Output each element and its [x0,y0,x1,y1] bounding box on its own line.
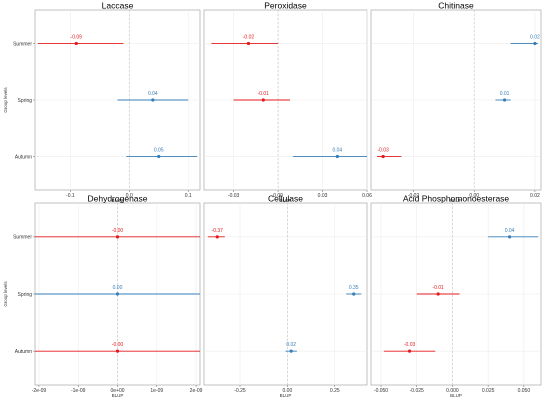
value-label: -0.02 [243,34,255,40]
point-estimate [407,349,412,353]
x-axis-label: BLUP [450,198,462,203]
panel-title: Cellulase [268,194,303,204]
value-label: 0.02 [530,34,540,40]
x-tick-label: 0.00 [283,388,293,394]
x-tick-label: -0.03 [228,193,240,199]
value-label: -0.03 [404,342,416,348]
value-label: 0.05 [154,148,164,154]
point-estimate [533,41,537,46]
point-estimate [289,349,293,353]
value-label: -0.03 [377,148,389,154]
panel-title: Peroxidase [264,1,307,11]
y-axis-label: Group levels [3,87,8,113]
point-estimate [115,235,120,239]
value-label: 0.02 [286,342,296,348]
x-tick-label: 2e-09 [190,388,203,394]
y-tick-label: Spring [18,292,33,298]
y-axis-label: Group levels [3,281,8,307]
x-tick-label: 0e+00 [110,388,124,394]
x-tick-label: 1e-09 [150,388,163,394]
point-estimate [381,154,385,159]
point-estimate [507,235,512,239]
value-label: 0.35 [349,285,359,291]
point-estimate [115,349,120,353]
point-estimate [157,154,161,159]
x-tick-label: 0.25 [330,388,340,394]
x-tick-label: -0.02 [408,193,420,199]
x-tick-label: 0.0 [126,193,133,199]
x-axis-label: BLUP [280,393,292,398]
point-estimate [502,98,507,102]
point-estimate [215,235,219,239]
value-label: -0.00 [112,228,124,234]
x-tick-label: 0.00 [469,193,479,199]
value-label: -0.09 [71,34,83,40]
x-tick-label: 0.00 [273,193,283,199]
x-tick-label: 0.03 [318,193,328,199]
point-estimate [352,292,356,296]
y-tick-label: Autumn [15,154,32,160]
panel-title: Chitinase [438,1,474,11]
x-axis-label: BLUP [450,393,462,398]
point-estimate [246,41,251,46]
point-estimate [115,292,120,296]
point-estimate [151,98,155,102]
value-label: 0.04 [148,91,158,97]
point-estimate [436,292,440,296]
y-tick-label: Summer [13,41,32,47]
x-tick-label: -0.25 [234,388,246,394]
x-axis-label: BLUP [280,198,292,203]
point-estimate [261,98,265,102]
value-label: -0.37 [212,228,224,234]
x-tick-label: 0.025 [482,388,495,394]
x-axis-label: BLUP [112,198,124,203]
panel-title: Acid Phosphomonoesterase [403,194,510,204]
x-tick-label: 0.050 [518,388,531,394]
x-tick-label: -1e-09 [71,388,86,394]
y-tick-label: Autumn [15,349,32,355]
x-tick-label: -0.1 [66,193,75,199]
panel-title: Laccase [102,1,134,11]
value-label: -0.01 [432,285,444,291]
point-estimate [74,41,78,46]
y-tick-label: Spring [18,98,33,104]
x-tick-label: -0.025 [410,388,424,394]
x-tick-label: 0.06 [362,193,372,199]
x-tick-label: 0.000 [446,388,459,394]
y-tick-label: Summer [13,235,32,241]
value-label: 0.01 [500,91,510,97]
x-tick-label: -2e-09 [32,388,47,394]
panel-title: Dehydrogenase [87,194,147,204]
x-axis-label: BLUP [112,393,124,398]
value-label: -0.01 [258,91,270,97]
value-label: 0.00 [113,285,123,291]
x-tick-label: 0.1 [185,193,192,199]
value-label: 0.04 [505,228,515,234]
value-label: -0.00 [112,342,124,348]
point-estimate [335,154,339,159]
x-tick-label: -0.050 [374,388,388,394]
x-tick-label: 0.02 [530,193,540,199]
value-label: 0.04 [332,148,342,154]
